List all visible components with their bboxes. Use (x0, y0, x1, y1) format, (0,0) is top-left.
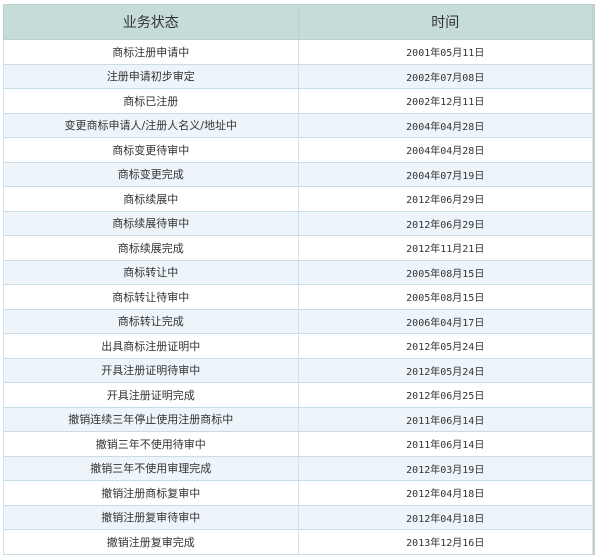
status-cell: 变更商标申请人/注册人名义/地址中 (3, 112, 299, 138)
status-cell: 商标转让中 (3, 259, 299, 285)
date-cell: 2012年06月25日 (297, 382, 593, 407)
date-cell: 2001年05月11日 (297, 39, 593, 64)
table-row: 商标变更待审中 2004年04月28日 (3, 137, 593, 162)
date-cell: 2012年05月24日 (297, 357, 593, 383)
status-cell: 商标已注册 (3, 88, 299, 113)
table-row: 商标续展中 2012年06月29日 (3, 186, 593, 211)
date-cell: 2004年07月19日 (297, 161, 593, 187)
status-cell: 商标变更完成 (3, 161, 299, 187)
status-cell: 撤销注册复审完成 (3, 529, 299, 555)
date-cell: 2013年12月16日 (297, 529, 593, 555)
status-cell: 撤销连续三年停止使用注册商标中 (3, 406, 299, 432)
date-cell: 2012年05月24日 (297, 333, 593, 358)
status-cell: 撤销三年不使用审理完成 (3, 455, 299, 481)
status-cell: 商标续展待审中 (3, 210, 299, 236)
table-row: 注册申请初步审定 2002年07月08日 (3, 63, 593, 89)
table-row: 变更商标申请人/注册人名义/地址中 2004年04月28日 (3, 112, 593, 138)
table-header-row: 业务状态 时间 (3, 4, 593, 40)
date-cell: 2002年07月08日 (297, 63, 593, 89)
table-row: 撤销三年不使用待审中 2011年06月14日 (3, 431, 593, 456)
status-cell: 商标变更待审中 (3, 137, 299, 162)
status-cell: 商标续展中 (3, 186, 299, 211)
table-row: 商标转让中 2005年08月15日 (3, 259, 593, 285)
status-cell: 撤销三年不使用待审中 (3, 431, 299, 456)
date-cell: 2012年04月18日 (297, 504, 593, 530)
table-row: 出具商标注册证明中 2012年05月24日 (3, 333, 593, 358)
status-cell: 商标转让待审中 (3, 284, 299, 309)
status-cell: 开具注册证明完成 (3, 382, 299, 407)
status-cell: 撤销注册商标复审中 (3, 480, 299, 505)
table-row: 撤销注册复审完成 2013年12月16日 (3, 529, 593, 555)
date-cell: 2012年11月21日 (297, 235, 593, 260)
status-cell: 商标续展完成 (3, 235, 299, 260)
date-cell: 2012年06月29日 (297, 210, 593, 236)
table-row: 商标续展完成 2012年11月21日 (3, 235, 593, 260)
status-cell: 商标转让完成 (3, 308, 299, 334)
date-cell: 2004年04月28日 (297, 112, 593, 138)
trademark-status-table: 业务状态 时间 商标注册申请中 2001年05月11日 注册申请初步审定 2002年0… (3, 4, 593, 555)
date-cell: 2012年06月29日 (297, 186, 593, 211)
date-cell: 2005年08月15日 (297, 259, 593, 285)
table-body: 商标注册申请中 2001年05月11日 注册申请初步审定 2002年07月08日 商标已… (3, 39, 593, 555)
status-cell: 注册申请初步审定 (3, 63, 299, 89)
table-row: 商标变更完成 2004年07月19日 (3, 161, 593, 187)
table-row: 商标注册申请中 2001年05月11日 (3, 39, 593, 64)
table-row: 撤销连续三年停止使用注册商标中 2011年06月14日 (3, 406, 593, 432)
table-row: 商标转让待审中 2005年08月15日 (3, 284, 593, 309)
date-cell: 2011年06月14日 (297, 406, 593, 432)
status-cell: 出具商标注册证明中 (3, 333, 299, 358)
date-cell: 2012年04月18日 (297, 480, 593, 505)
date-cell: 2006年04月17日 (297, 308, 593, 334)
table-row: 开具注册证明完成 2012年06月25日 (3, 382, 593, 407)
table-row: 撤销注册复审待审中 2012年04月18日 (3, 504, 593, 530)
table-row: 商标续展待审中 2012年06月29日 (3, 210, 593, 236)
date-cell: 2002年12月11日 (297, 88, 593, 113)
table-row: 撤销三年不使用审理完成 2012年03月19日 (3, 455, 593, 481)
table-row: 撤销注册商标复审中 2012年04月18日 (3, 480, 593, 505)
status-cell: 商标注册申请中 (3, 39, 299, 64)
date-cell: 2004年04月28日 (297, 137, 593, 162)
date-cell: 2012年03月19日 (297, 455, 593, 481)
status-cell: 撤销注册复审待审中 (3, 504, 299, 530)
header-status: 业务状态 (3, 4, 299, 40)
status-cell: 开具注册证明待审中 (3, 357, 299, 383)
table-row: 商标转让完成 2006年04月17日 (3, 308, 593, 334)
table-row: 商标已注册 2002年12月11日 (3, 88, 593, 113)
date-cell: 2011年06月14日 (297, 431, 593, 456)
date-cell: 2005年08月15日 (297, 284, 593, 309)
trademark-status-table-container: 业务状态 时间 商标注册申请中 2001年05月11日 注册申请初步审定 2002年0… (3, 4, 595, 555)
table-row: 开具注册证明待审中 2012年05月24日 (3, 357, 593, 383)
header-date: 时间 (297, 4, 593, 40)
